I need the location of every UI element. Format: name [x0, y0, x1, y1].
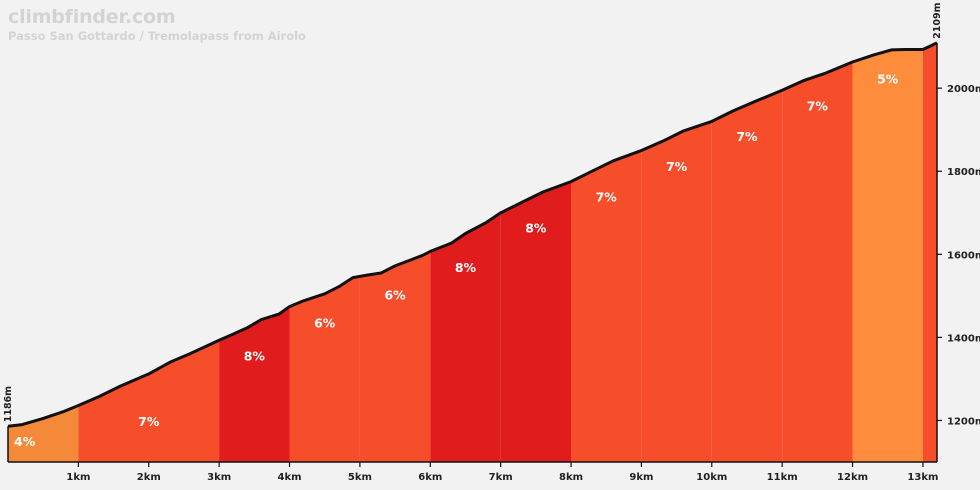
x-tick-label-7: 7km [489, 472, 513, 483]
grade-label-6: 8% [455, 260, 477, 275]
y-tick-label-1200: 1200m [947, 416, 980, 427]
grade-segment-6 [430, 212, 501, 462]
x-tick-label-9: 9km [629, 472, 653, 483]
end-elevation-label: 2109m [932, 2, 943, 38]
y-tick-label-1400: 1400m [947, 333, 980, 344]
grade-segment-11 [782, 62, 853, 462]
x-tick-label-10: 10km [696, 472, 727, 483]
x-tick-label-6: 6km [418, 472, 442, 483]
grade-segment-4 [289, 276, 360, 462]
grade-segment-8 [571, 150, 642, 462]
grade-segment-12 [852, 49, 923, 462]
grade-label-12: 5% [877, 71, 899, 86]
x-tick-label-13: 13km [907, 472, 938, 483]
y-tick-label-2000: 2000m [947, 84, 980, 95]
grade-label-1: 4% [14, 434, 36, 449]
x-tick-label-11: 11km [767, 472, 798, 483]
climb-title: Passo San Gottardo / Tremolapass from Ai… [8, 29, 306, 43]
y-tick-label-1800: 1800m [947, 167, 980, 178]
grade-segment-2 [78, 340, 220, 462]
grade-segment-7 [500, 181, 571, 462]
x-tick-label-2: 2km [137, 472, 161, 483]
grade-label-2: 7% [138, 414, 160, 429]
x-tick-label-4: 4km [277, 472, 301, 483]
x-tick-label-5: 5km [348, 472, 372, 483]
x-tick-label-8: 8km [559, 472, 583, 483]
profile-line [7, 41, 938, 428]
grade-label-3: 8% [244, 349, 266, 364]
y-tick-label-1600: 1600m [947, 250, 980, 261]
start-elevation-label: 1186m [3, 386, 14, 422]
grade-label-11: 7% [807, 98, 829, 113]
grade-label-5: 6% [384, 288, 406, 303]
grade-label-8: 7% [596, 189, 618, 204]
x-tick-label-3: 3km [207, 472, 231, 483]
grade-label-9: 7% [666, 159, 688, 174]
grade-segment-9 [641, 121, 712, 463]
x-tick-label-12: 12km [837, 472, 868, 483]
grade-segment-3 [219, 306, 290, 462]
x-tick-label-1: 1km [66, 472, 90, 483]
grade-label-10: 7% [736, 129, 758, 144]
grade-segment-10 [711, 90, 783, 462]
grade-label-7: 8% [525, 221, 547, 236]
grade-segment-1 [8, 405, 79, 462]
brand-watermark: climbfinder.com [8, 6, 176, 28]
grade-segment-5 [359, 251, 431, 462]
grade-label-4: 6% [314, 315, 336, 330]
grade-segment-13 [922, 42, 937, 463]
